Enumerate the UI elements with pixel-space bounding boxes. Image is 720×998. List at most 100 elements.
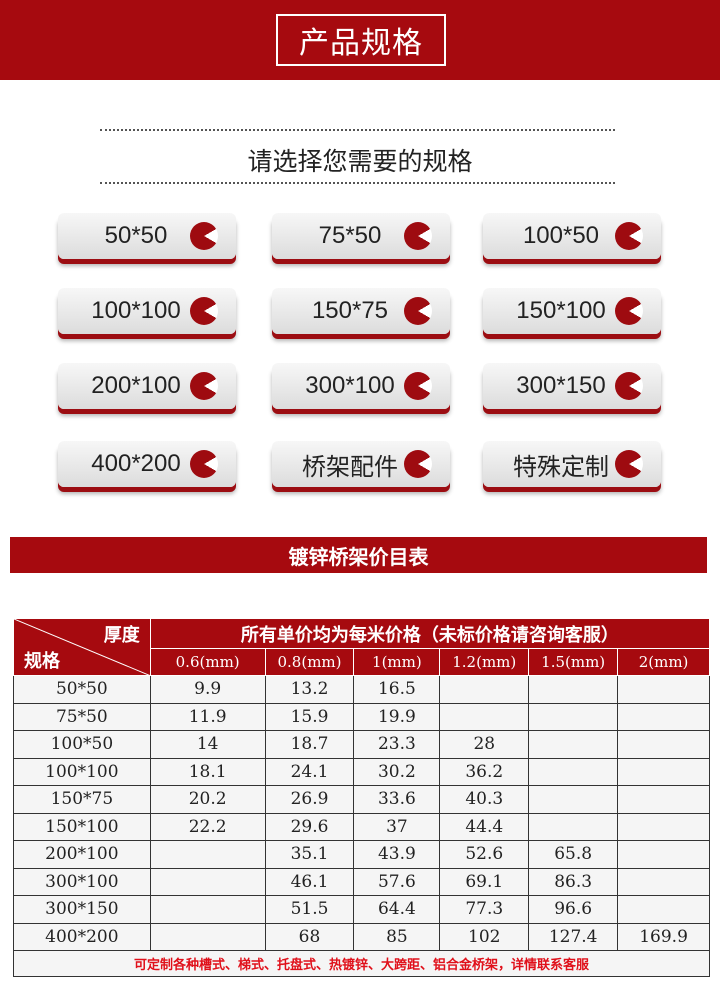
price-cell: 18.7 [264,730,355,759]
pie-icon [190,372,218,400]
price-cell [528,812,619,841]
spec-button-label: 300*100 [305,372,395,399]
price-cell: 13.2 [264,675,355,704]
table-row: 150*75 20.2 26.9 33.6 40.3 [13,785,710,814]
price-cell: 28 [439,730,530,759]
price-cell: 9.9 [149,675,266,704]
price-cell: 37 [353,812,441,841]
spec-cell: 150*75 [13,785,151,814]
price-cell: 65.8 [528,840,619,869]
spec-button[interactable]: 300*150 [483,363,661,409]
price-cell: 64.4 [353,895,441,924]
price-cell [528,757,619,786]
price-cell [439,702,530,731]
table-row: 75*50 11.9 15.9 19.9 [13,702,710,731]
spec-cell: 100*100 [13,757,151,786]
spec-cell: 75*50 [13,702,151,731]
price-cell [439,675,530,704]
price-table-title: 镀锌桥架价目表 [10,537,707,573]
pie-icon [615,222,643,250]
pie-icon [404,297,432,325]
price-cell: 36.2 [439,757,530,786]
spec-button-label: 300*150 [516,372,606,399]
price-cell: 40.3 [439,785,530,814]
table-note: 可定制各种槽式、梯式、托盘式、热镀锌、大跨距、铝合金桥架，详情联系客服 [13,950,710,977]
price-cell: 127.4 [528,922,619,951]
price-cell: 11.9 [149,702,266,731]
price-cell: 43.9 [353,840,441,869]
spec-button[interactable]: 75*50 [272,213,450,259]
table-row: 150*100 22.2 29.6 37 44.4 [13,812,710,841]
column-header: 2(mm) [617,648,710,676]
spec-cell: 100*50 [13,730,151,759]
price-table: 厚度 规格 所有单价均为每米价格（未标价格请咨询客服） 0.6(mm) 0.8(m… [13,618,711,977]
price-cell: 46.1 [264,867,355,896]
spec-button-label: 100*100 [91,297,181,324]
price-cell: 30.2 [353,757,441,786]
column-header: 0.8(mm) [264,648,355,676]
spec-button[interactable]: 150*75 [272,288,450,334]
spec-cell: 150*100 [13,812,151,841]
price-cell [617,757,710,786]
price-cell [149,867,266,896]
spec-button[interactable]: 400*200 [58,441,236,487]
price-cell: 77.3 [439,895,530,924]
spec-cell: 400*200 [13,922,151,951]
price-cell [149,895,266,924]
price-cell [617,867,710,896]
price-cell: 20.2 [149,785,266,814]
spec-button-label: 桥架配件 [302,453,398,481]
spec-button[interactable]: 150*100 [483,288,661,334]
price-cell [617,785,710,814]
spec-button[interactable]: 桥架配件 [272,441,450,487]
column-header: 0.6(mm) [149,648,266,676]
price-cell: 22.2 [149,812,266,841]
spec-button[interactable]: 100*50 [483,213,661,259]
spec-cell: 200*100 [13,840,151,869]
pie-icon [404,222,432,250]
price-cell: 18.1 [149,757,266,786]
thickness-label: 厚度 [103,625,140,646]
divider [100,182,615,184]
price-cell: 57.6 [353,867,441,896]
price-cell: 169.9 [617,922,710,951]
price-cell: 33.6 [353,785,441,814]
price-cell [528,675,619,704]
spec-button[interactable]: 特殊定制 [483,441,661,487]
corner-cell: 厚度 规格 [13,618,151,676]
column-header: 1(mm) [353,648,441,676]
spec-button[interactable]: 300*100 [272,363,450,409]
column-header: 1.5(mm) [528,648,619,676]
header-band [0,0,720,80]
table-row: 400*200 68 85 102 127.4 169.9 [13,922,710,951]
spec-button-label: 150*75 [311,297,389,324]
table-row: 100*50 14 18.7 23.3 28 [13,730,710,759]
divider [100,129,615,131]
spec-button-label: 400*200 [91,450,181,477]
price-cell: 19.9 [353,702,441,731]
price-cell: 26.9 [264,785,355,814]
column-header: 1.2(mm) [439,648,530,676]
spec-button-label: 50*50 [104,222,168,249]
pie-icon [615,450,643,478]
price-cell: 52.6 [439,840,530,869]
price-cell: 86.3 [528,867,619,896]
spec-cell: 50*50 [13,675,151,704]
spec-button-label: 100*50 [522,222,600,249]
price-cell [149,840,266,869]
section-subtitle: 请选择您需要的规格 [247,147,473,176]
price-cell [617,812,710,841]
pie-icon [615,297,643,325]
spec-button[interactable]: 200*100 [58,363,236,409]
spec-button-label: 特殊定制 [513,453,609,481]
price-cell [617,840,710,869]
table-row: 300*100 46.1 57.6 69.1 86.3 [13,867,710,896]
spec-cell: 300*150 [13,895,151,924]
price-cell: 15.9 [264,702,355,731]
spec-button-label: 150*100 [516,297,606,324]
spec-button[interactable]: 50*50 [58,213,236,259]
price-cell: 96.6 [528,895,619,924]
table-row: 200*100 35.1 43.9 52.6 65.8 [13,840,710,869]
pie-icon [404,372,432,400]
spec-button[interactable]: 100*100 [58,288,236,334]
